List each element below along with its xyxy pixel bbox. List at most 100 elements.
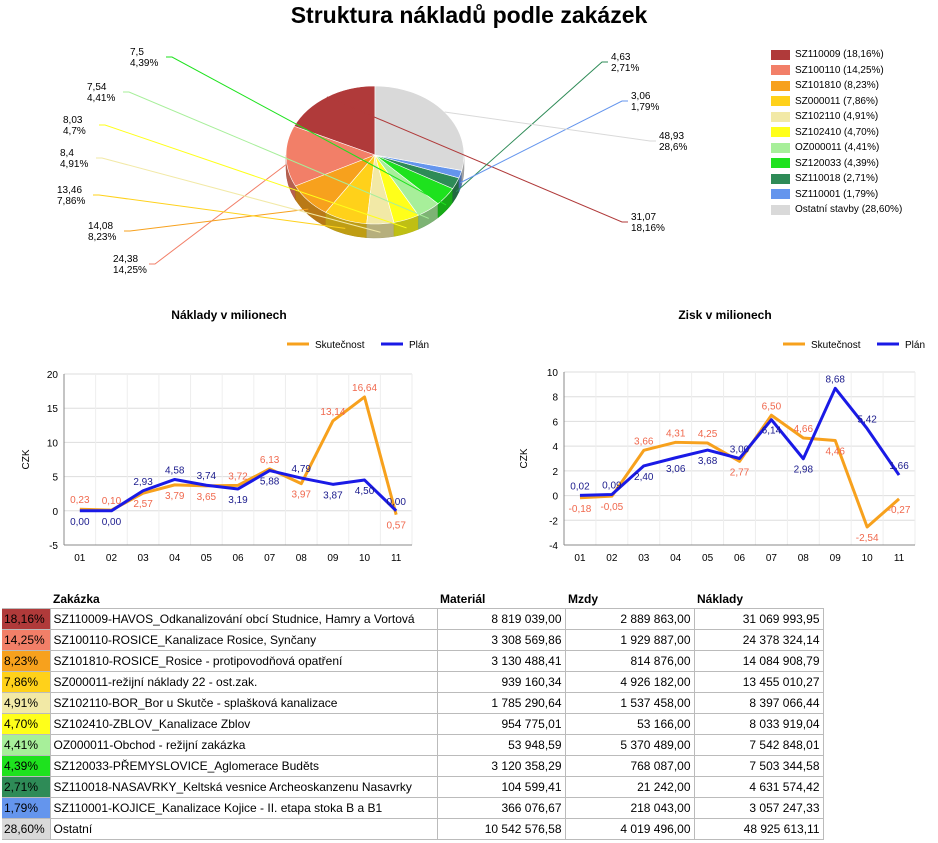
table-cell: 7 542 848,01 [693, 734, 824, 756]
data-label-plan: 2,40 [634, 472, 654, 483]
table-cell: 10 542 576,58 [436, 818, 565, 840]
table-cell: 24 378 324,14 [693, 629, 824, 651]
y-tick-label: 8 [552, 393, 558, 404]
pie-leader-line [326, 96, 628, 223]
data-label-plan: 2,98 [794, 465, 814, 476]
y-tick-label: 6 [552, 417, 558, 428]
table-cell: 53 948,59 [436, 734, 565, 756]
table-row: 4,39% SZ120033-PŘEMYSLOVICE_Aglomerace Bu… [2, 755, 824, 777]
pie-value-label: 31,07 [631, 212, 656, 223]
chart-title: Zisk v milionech [678, 308, 771, 322]
y-tick-label: 5 [52, 473, 58, 484]
table-header-cell: Náklady [697, 591, 744, 606]
pie-percent-label: 4,41% [87, 93, 115, 104]
table-cell: 954 775,01 [436, 713, 565, 735]
pie-percent-label: 4,39% [130, 58, 158, 69]
legend-label-plan: Plán [409, 340, 429, 351]
pie-leader-line [444, 111, 656, 142]
table-cell: 8 397 066,44 [693, 692, 824, 714]
table-row: 18,16% SZ110009-HAVOS_Odkanalizování obcí… [2, 608, 824, 630]
data-label-plan: 3,87 [323, 490, 343, 501]
pie-leader-line [455, 61, 608, 193]
legend-swatch [771, 189, 790, 200]
data-label-actual: 4,25 [698, 429, 718, 440]
pie-leader-line [96, 157, 381, 233]
y-tick-label: 10 [47, 438, 59, 449]
data-label-plan: 1,66 [889, 461, 909, 472]
table-cell: SZ110018-NASAVRKY_Keltská vesnice Archeo… [49, 776, 437, 798]
data-label-actual: -2,54 [856, 533, 879, 544]
table-row: 28,60% Ostatní 10 542 576,58 4 019 496,00 48… [2, 818, 824, 840]
legend-swatch [771, 204, 790, 215]
table-row: 4,91% SZ102110-BOR_Bor u Skutče - splaško… [2, 692, 824, 714]
table-cell: 3 308 569,86 [436, 629, 565, 651]
table-cell: 8 033 919,04 [693, 713, 824, 735]
y-tick-label: 4 [552, 442, 558, 453]
data-label-plan: 6,14 [762, 426, 782, 437]
data-label-plan: 3,00 [730, 445, 750, 456]
x-tick-label: 04 [169, 553, 181, 564]
pie-percent-label: 4,7% [63, 126, 86, 137]
table-cell: 1 537 458,00 [564, 692, 694, 714]
x-tick-label: 08 [798, 553, 810, 564]
data-label-plan: 0,00 [386, 497, 406, 508]
data-label-plan: 4,58 [165, 465, 185, 476]
x-tick-label: 02 [106, 553, 118, 564]
chart-title: Náklady v milionech [171, 308, 286, 322]
table-cell: SZ110001-KOJICE_Kanalizace Kojice - II. … [49, 797, 437, 819]
table-cell-percent: 4,70% [2, 713, 50, 735]
table-cell-percent: 14,25% [2, 629, 50, 651]
legend-swatch [771, 96, 790, 107]
data-label-plan: 8,68 [825, 374, 845, 385]
legend-swatch [771, 173, 790, 184]
data-label-actual: 3,97 [292, 490, 312, 501]
table-cell: 1 785 290,64 [436, 692, 565, 714]
table-cell: SZ100110-ROSICE_Kanalizace Rosice, Synča… [49, 629, 437, 651]
pie-percent-label: 18,16% [631, 223, 665, 234]
table-cell: 4 019 496,00 [564, 818, 694, 840]
legend-label: SZ100110 (14,25%) [795, 64, 884, 76]
legend-label-actual: Skutečnost [811, 340, 861, 351]
pie-leader-line [93, 194, 346, 229]
pie-slice [285, 125, 376, 187]
pie-percent-label: 2,71% [611, 63, 639, 74]
legend-item: SZ102110 (4,91%) [771, 109, 902, 125]
data-label-actual: 2,77 [730, 467, 750, 478]
pie-percent-label: 28,6% [659, 142, 687, 153]
legend-item: Ostatní stavby (28,60%) [771, 202, 902, 218]
pie-leader-line [123, 91, 429, 219]
data-label-plan: 3,06 [666, 464, 686, 475]
table-cell: 53 166,00 [564, 713, 694, 735]
legend-item: SZ120033 (4,39%) [771, 156, 902, 172]
table-row: 8,23% SZ101810-ROSICE_Rosice - protipovod… [2, 650, 824, 672]
pie-value-label: 7,5 [130, 47, 144, 58]
pie-value-label: 14,08 [88, 221, 113, 232]
table-cell: 4 631 574,42 [693, 776, 824, 798]
y-tick-label: 0 [552, 492, 558, 503]
data-label-actual: 2,57 [133, 499, 153, 510]
data-label-actual: 6,50 [762, 401, 782, 412]
pie-slice [374, 85, 465, 171]
pie-value-label: 24,38 [113, 254, 138, 265]
pie-percent-label: 4,91% [60, 159, 88, 170]
legend-swatch [771, 127, 790, 138]
legend-label: SZ101810 (8,23%) [795, 80, 879, 92]
pie-side [285, 154, 465, 239]
table-cell: 14 084 908,79 [693, 650, 824, 672]
legend-swatch [771, 142, 790, 153]
x-tick-label: 10 [359, 553, 371, 564]
series-line-actual [579, 413, 901, 529]
pie-value-label: 8,4 [60, 148, 74, 159]
y-tick-label: 2 [552, 467, 558, 478]
x-tick-label: 01 [574, 553, 586, 564]
y-axis-label: CZK [21, 449, 32, 469]
legend-label: SZ110018 (2,71%) [795, 173, 879, 185]
y-tick-label: -5 [49, 541, 58, 552]
legend-item: OZ000011 (4,41%) [771, 140, 902, 156]
table-cell: SZ110009-HAVOS_Odkanalizování obcí Studn… [49, 608, 437, 630]
y-tick-label: -4 [549, 541, 558, 552]
data-label-actual: 16,64 [352, 383, 377, 394]
legend-swatch [771, 49, 790, 60]
